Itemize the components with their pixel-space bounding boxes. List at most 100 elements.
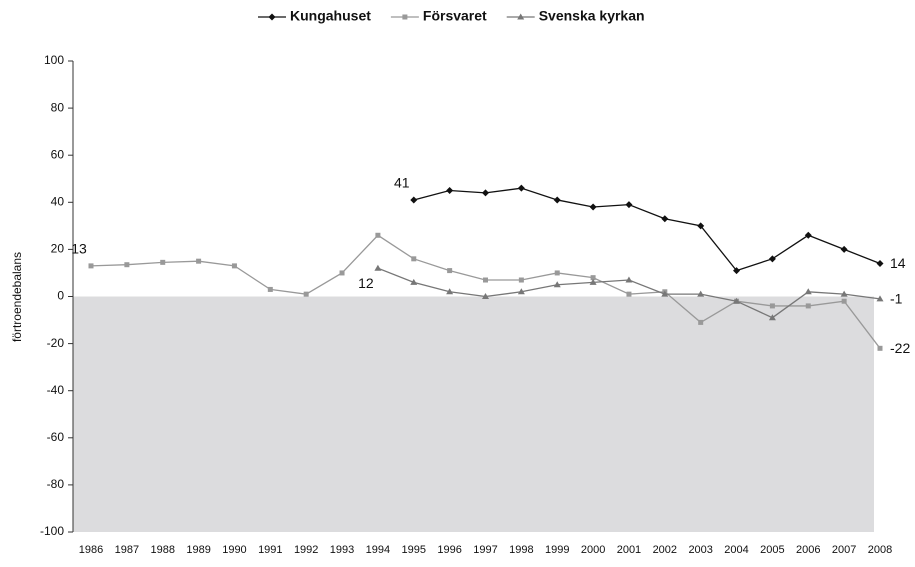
marker (446, 187, 454, 195)
value-label: 41 (394, 175, 410, 191)
marker (840, 245, 848, 253)
marker (589, 278, 597, 285)
marker (518, 277, 524, 283)
marker (625, 201, 633, 209)
legend-label: Svenska kyrkan (539, 8, 645, 24)
marker (483, 277, 488, 283)
y-tick-label: -20 (47, 336, 65, 350)
marker (876, 295, 884, 302)
marker (482, 293, 489, 299)
y-tick-label: -40 (47, 383, 65, 397)
marker (805, 303, 811, 309)
legend-item: Svenska kyrkan (506, 8, 645, 24)
marker (877, 345, 883, 351)
marker (768, 314, 776, 321)
x-tick-label: 2004 (724, 544, 748, 556)
value-label: -22 (890, 340, 910, 356)
value-label: 13 (71, 241, 87, 257)
y-tick-label: 20 (51, 242, 65, 256)
x-tick-label: 1988 (150, 544, 174, 556)
marker (876, 260, 884, 268)
legend-label: Försvaret (423, 8, 487, 24)
marker (410, 196, 418, 204)
marker (446, 288, 454, 295)
x-tick-label: 1995 (402, 544, 426, 556)
x-tick-label: 2000 (581, 544, 605, 556)
y-tick-label: 40 (51, 194, 65, 208)
value-label: 14 (890, 255, 906, 271)
x-tick-label: 2007 (832, 544, 856, 556)
y-tick-label: -80 (47, 477, 65, 491)
x-tick-label: 1992 (294, 544, 318, 556)
y-tick-label: -60 (47, 430, 65, 444)
value-label: 12 (358, 275, 374, 291)
marker (698, 319, 704, 325)
marker (589, 203, 597, 211)
marker (697, 222, 705, 230)
value-label: -1 (890, 291, 903, 307)
marker (517, 13, 525, 20)
marker (733, 267, 741, 275)
marker (554, 270, 560, 276)
marker (625, 276, 633, 283)
y-tick-label: -100 (40, 524, 64, 538)
x-tick-label: 1990 (222, 544, 246, 556)
marker (411, 256, 417, 262)
marker (196, 258, 202, 264)
marker (160, 259, 166, 265)
marker (661, 290, 669, 297)
marker (553, 196, 561, 204)
x-tick-label: 1998 (509, 544, 533, 556)
marker (374, 264, 382, 271)
marker (553, 281, 561, 288)
x-tick-label: 1989 (186, 544, 210, 556)
marker (804, 231, 812, 239)
y-axis-label: förtroendebalans (10, 252, 24, 342)
marker (841, 298, 847, 304)
marker (840, 290, 848, 297)
marker (402, 14, 408, 20)
marker (303, 291, 309, 297)
marker (697, 290, 705, 297)
marker (517, 184, 525, 192)
y-tick-label: 0 (57, 289, 64, 303)
marker (447, 268, 453, 274)
marker (375, 232, 381, 238)
marker (267, 286, 273, 292)
marker (733, 297, 741, 304)
marker (339, 270, 345, 276)
marker (268, 13, 276, 21)
marker (769, 303, 775, 309)
x-tick-label: 2002 (653, 544, 677, 556)
negative-area (73, 296, 874, 532)
legend-item: Kungahuset (258, 8, 371, 24)
series-line (413, 187, 881, 272)
marker (482, 189, 489, 197)
marker (626, 291, 632, 297)
x-tick-label: 2001 (617, 544, 641, 556)
marker (804, 288, 812, 295)
legend-item: Försvaret (390, 8, 487, 24)
marker (410, 278, 418, 285)
marker (124, 262, 130, 268)
x-tick-label: 1999 (545, 544, 569, 556)
x-tick-label: 2008 (868, 544, 892, 556)
legend-label: Kungahuset (290, 8, 371, 24)
x-tick-label: 2006 (796, 544, 820, 556)
y-tick-label: 80 (51, 100, 65, 114)
y-tick-label: 60 (51, 147, 65, 161)
x-tick-label: 1991 (258, 544, 282, 556)
x-tick-label: 1993 (330, 544, 354, 556)
x-tick-label: 1987 (115, 544, 139, 556)
marker (590, 275, 596, 281)
x-tick-label: 1996 (437, 544, 461, 556)
marker (231, 263, 237, 269)
x-tick-label: 2003 (688, 544, 712, 556)
y-tick-label: 100 (44, 53, 64, 67)
x-tick-label: 1986 (79, 544, 103, 556)
marker (517, 288, 525, 295)
marker (661, 215, 669, 223)
x-tick-label: 2005 (760, 544, 784, 556)
x-tick-label: 1994 (366, 544, 390, 556)
